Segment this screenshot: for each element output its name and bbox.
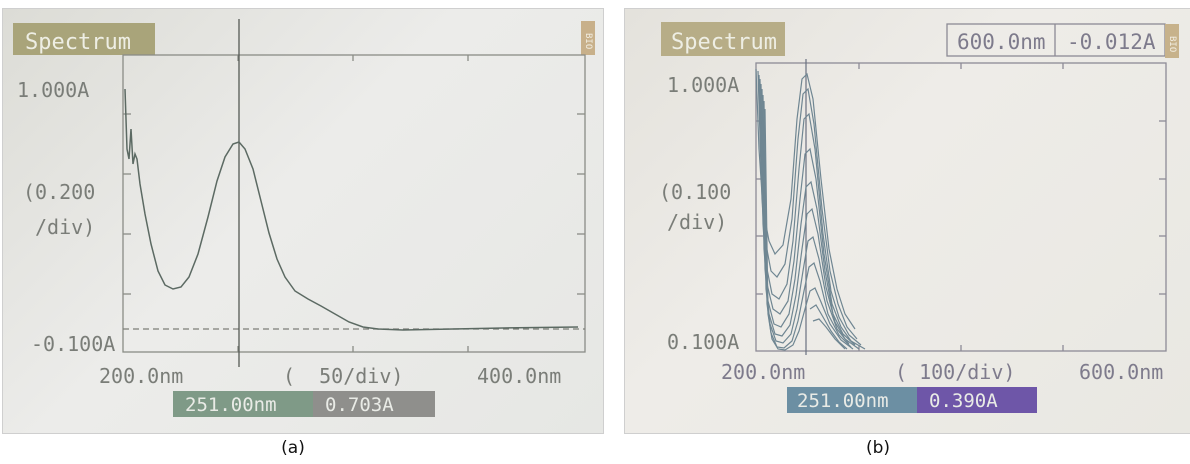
cursor-wavelength-a: 251.00nm	[185, 394, 277, 416]
x-scale-label-b: ( 100/div)	[895, 360, 1015, 384]
y-scale-label-a-2: /div)	[35, 215, 95, 239]
x-end-label-a: 400.0nm	[477, 364, 561, 388]
y-bottom-label-b: 0.100A	[667, 330, 739, 354]
side-tag-b	[1165, 24, 1179, 58]
spectrum-traces-b	[755, 68, 866, 351]
ticks-a	[123, 55, 585, 352]
y-bottom-label-a: -0.100A	[31, 332, 115, 356]
side-tag-label-b: BIO	[1167, 36, 1177, 52]
title-b: Spectrum	[671, 30, 777, 55]
readout-wavelength-b: 600.0nm	[957, 30, 1046, 54]
y-scale-label-a-1: (0.200	[23, 180, 95, 204]
lcd-screen-b: Spectrum 600.0nm -0.012A BIO	[659, 22, 1179, 413]
y-scale-label-b-1: (0.100	[659, 180, 731, 204]
status-bar-b-left	[787, 387, 917, 413]
y-top-label-a: 1.000A	[17, 78, 89, 102]
caption-a: (a)	[281, 438, 305, 458]
readout-absorbance-b: -0.012A	[1067, 30, 1156, 54]
title-a: Spectrum	[25, 30, 131, 55]
side-tag-label-a: BIO	[583, 33, 593, 49]
cursor-absorbance-b: 0.390A	[929, 390, 998, 412]
status-bar-a-left	[173, 391, 313, 417]
x-end-label-b: 600.0nm	[1079, 360, 1163, 384]
plot-frame-a	[122, 54, 586, 353]
side-tag-a	[581, 21, 595, 55]
y-scale-label-b-2: /div)	[667, 210, 727, 234]
cursor-wavelength-b: 251.00nm	[797, 390, 889, 412]
spectrum-photo-b: Spectrum 600.0nm -0.012A BIO	[624, 8, 1190, 434]
y-top-label-b: 1.000A	[667, 73, 739, 97]
title-bar-a	[13, 23, 155, 55]
spectrum-trace-a	[124, 88, 579, 331]
x-scale-label-a: ( 50/div)	[283, 364, 403, 388]
x-start-label-b: 200.0nm	[721, 360, 805, 384]
spectrum-photo-a: Spectrum BIO 1.000A (0.200 /div) -0.100A…	[2, 8, 604, 434]
caption-b: (b)	[865, 438, 891, 458]
lcd-screen-a: Spectrum BIO 1.000A (0.200 /div) -0.100A…	[13, 19, 595, 417]
cursor-absorbance-a: 0.703A	[325, 394, 394, 416]
title-bar-b	[661, 22, 785, 56]
x-start-label-a: 200.0nm	[99, 364, 183, 388]
